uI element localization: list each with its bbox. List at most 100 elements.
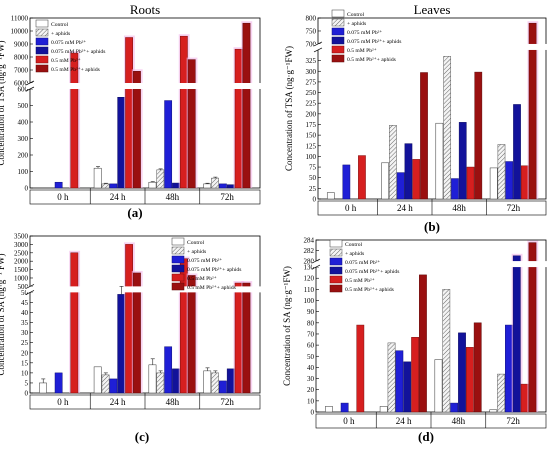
- y-tick-label: 150: [306, 132, 317, 140]
- bar: [358, 155, 366, 200]
- bar-break-gap: [232, 286, 245, 293]
- legend-label: 0.075 mM Pb²⁺+ aphids: [345, 268, 399, 275]
- legend-label: + aphids: [51, 31, 70, 37]
- y-tick-label: 120: [304, 275, 315, 283]
- legend-label: 0.075 mM Pb²⁺: [187, 257, 222, 264]
- legend-swatch: [171, 264, 185, 273]
- y-tick-label: 90: [307, 308, 315, 316]
- bar: [109, 378, 118, 394]
- legend: Control + aphids 0.075 mM Pb²⁺ 0.075 mM Pb²…: [329, 239, 399, 293]
- legend-swatch: [329, 266, 343, 275]
- bar: [203, 370, 212, 394]
- category-label: 0 h: [345, 203, 357, 213]
- bar-break-gap: [511, 261, 523, 268]
- legend-swatch: [331, 54, 345, 63]
- bar: [356, 324, 365, 413]
- axis-break-mark: [25, 86, 35, 92]
- axis-break-gap: [314, 43, 550, 50]
- legend-swatch: [331, 36, 345, 45]
- y-tick-label: 25: [21, 339, 29, 347]
- y-tick-label: 50: [309, 174, 317, 182]
- bar: [242, 22, 251, 189]
- bar-break-gap: [240, 83, 253, 89]
- category-label: 24 h: [396, 416, 412, 426]
- y-axis-title: Concentration of TSA (ng·g⁻¹FW): [0, 40, 6, 165]
- bar-break-gap: [178, 83, 191, 89]
- legend-swatch: [329, 239, 343, 248]
- bar-break-gap: [186, 83, 198, 89]
- bar: [179, 35, 188, 189]
- bar: [325, 406, 333, 413]
- y-tick-label: 225: [306, 100, 317, 108]
- bar: [219, 183, 227, 189]
- bar: [203, 183, 212, 189]
- bars: [39, 242, 253, 394]
- bar: [489, 167, 498, 200]
- y-tick-label: 110: [304, 286, 315, 294]
- y-tick-label: 125: [306, 142, 317, 150]
- legend-label: 0.075 mM Pb²⁺+ aphids: [347, 38, 401, 45]
- y-tick-label: 0: [311, 409, 315, 417]
- bar: [396, 172, 405, 200]
- axis-break-mark: [311, 264, 321, 270]
- bar: [117, 294, 126, 394]
- category-axis: 0 h 24 h 48h 72h: [315, 412, 547, 429]
- category-label: 72h: [507, 203, 521, 213]
- legend-swatch: [35, 64, 49, 73]
- bar: [342, 164, 351, 200]
- legend-label: 0.075 mM Pb²⁺+ aphids: [51, 48, 105, 55]
- bars: [54, 21, 253, 189]
- y-tick-label: 600: [18, 86, 29, 94]
- legend-swatch: [331, 9, 345, 18]
- y-tick-label: 1000: [14, 274, 29, 282]
- y-tick-label: 80: [307, 319, 315, 327]
- bar: [39, 382, 47, 394]
- bar-break-gap: [240, 286, 253, 293]
- axis-break: [25, 80, 264, 92]
- bar: [387, 342, 396, 413]
- category-label: 48h: [166, 192, 180, 202]
- panel-label: (d): [418, 429, 434, 444]
- bar-break-gap: [68, 83, 81, 89]
- bar-break-gap: [131, 286, 144, 293]
- category-label: 24 h: [397, 203, 413, 213]
- y-axis: 0510152025303540455050010001500200025003…: [14, 233, 33, 398]
- y-tick-label: 300: [18, 135, 29, 143]
- y-tick-label: 1500: [14, 266, 29, 274]
- y-tick-label: 100: [306, 153, 317, 161]
- bar: [93, 366, 102, 394]
- bar: [381, 162, 389, 200]
- y-tick-label: 40: [21, 309, 29, 317]
- legend-label: 0.5 mM Pb²⁺+ aphids: [187, 284, 236, 291]
- bar: [458, 122, 467, 200]
- legend-label: 0.075 mM Pb²⁺: [347, 29, 382, 36]
- legend-swatch: [331, 18, 345, 27]
- chart-panel-d: 0 h 24 h 48h 72h 0 10 20 30 40 50 60 70 80 90 100 110 12…: [282, 237, 550, 444]
- y-tick-label: 284: [304, 237, 315, 245]
- legend-label: Control: [347, 12, 365, 18]
- bar: [497, 144, 506, 200]
- bars: [325, 240, 539, 413]
- axis-break: [311, 258, 550, 270]
- y-tick-label: 60: [307, 342, 315, 350]
- bar: [125, 37, 133, 189]
- bar: [528, 242, 537, 413]
- bar: [211, 372, 219, 394]
- bar-break-gap: [68, 286, 81, 293]
- bar: [219, 380, 227, 394]
- bar: [164, 100, 173, 189]
- y-tick-label: 200: [18, 152, 29, 160]
- legend-label: 0.075 mM Pb²⁺: [51, 39, 86, 46]
- y-tick-label: 700: [306, 40, 317, 48]
- bar: [528, 22, 537, 200]
- category-label: 72h: [220, 192, 234, 202]
- legend-label: Control: [345, 242, 363, 248]
- legend-label: 0.5 mM Pb²⁺: [51, 57, 81, 64]
- y-tick-label: 750: [306, 27, 317, 35]
- y-tick-label: 0: [25, 390, 29, 398]
- bar-break-gap: [131, 83, 144, 89]
- bar-break-gap: [526, 261, 539, 268]
- bar: [411, 337, 419, 413]
